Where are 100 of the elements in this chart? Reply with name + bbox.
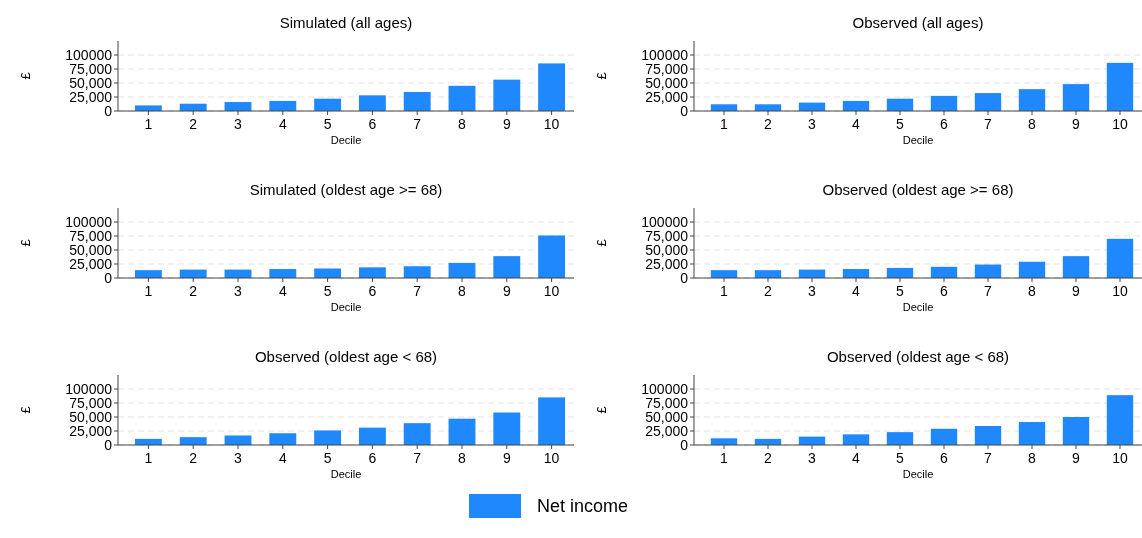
bar bbox=[493, 412, 521, 445]
chart-title: Observed (all ages) bbox=[852, 14, 984, 31]
bar bbox=[493, 79, 521, 111]
x-tick-label: 9 bbox=[502, 116, 511, 132]
x-axis-title: Decile bbox=[902, 134, 934, 146]
bar bbox=[314, 268, 342, 278]
x-axis-title: Decile bbox=[330, 301, 362, 313]
bar bbox=[358, 95, 386, 111]
x-tick-label: 3 bbox=[234, 116, 243, 132]
bar bbox=[886, 432, 914, 445]
bar bbox=[1062, 84, 1090, 111]
y-tick-label: 0 bbox=[680, 269, 689, 286]
y-tick-label: 100000 bbox=[641, 46, 689, 63]
x-tick-label: 1 bbox=[144, 283, 153, 299]
x-tick-label: 8 bbox=[458, 283, 467, 299]
x-tick-label: 6 bbox=[940, 116, 949, 132]
chart-title: Simulated (oldest age >= 68) bbox=[249, 181, 443, 198]
bar bbox=[314, 98, 342, 111]
x-tick-label: 10 bbox=[543, 116, 560, 132]
y-tick-label: 75,000 bbox=[69, 60, 113, 77]
y-tick-label: 100000 bbox=[641, 213, 689, 230]
x-tick-label: 5 bbox=[896, 450, 905, 466]
chart-title: Observed (oldest age >= 68) bbox=[822, 181, 1014, 198]
bar bbox=[538, 235, 566, 278]
bar bbox=[1106, 238, 1134, 278]
y-axis-title: £ bbox=[18, 405, 33, 414]
bar bbox=[1018, 261, 1046, 278]
y-tick-label: 75,000 bbox=[69, 394, 113, 411]
y-tick-label: 75,000 bbox=[645, 60, 689, 77]
bar bbox=[448, 85, 476, 111]
y-axis-title: £ bbox=[594, 405, 609, 414]
x-axis-title: Decile bbox=[330, 134, 362, 146]
x-tick-label: 8 bbox=[458, 450, 467, 466]
legend-label: Net income bbox=[537, 496, 629, 517]
bar bbox=[1018, 422, 1046, 445]
bar bbox=[1018, 89, 1046, 111]
chart-title: Observed (oldest age < 68) bbox=[826, 348, 1010, 365]
x-tick-label: 1 bbox=[720, 283, 729, 299]
bar bbox=[1106, 62, 1134, 111]
chart-title: Observed (oldest age < 68) bbox=[254, 348, 438, 365]
bar bbox=[930, 428, 958, 445]
y-tick-label: 0 bbox=[680, 436, 689, 453]
x-tick-label: 7 bbox=[413, 450, 422, 466]
x-tick-label: 5 bbox=[323, 450, 332, 466]
x-tick-label: 7 bbox=[984, 450, 993, 466]
x-tick-label: 3 bbox=[234, 283, 243, 299]
x-tick-label: 6 bbox=[368, 116, 377, 132]
x-tick-label: 3 bbox=[808, 450, 817, 466]
x-tick-label: 9 bbox=[502, 283, 511, 299]
bar bbox=[358, 427, 386, 445]
bar bbox=[538, 63, 566, 111]
x-tick-label: 6 bbox=[940, 283, 949, 299]
x-tick-label: 5 bbox=[323, 116, 332, 132]
x-tick-label: 3 bbox=[234, 450, 243, 466]
bar bbox=[403, 423, 431, 445]
x-tick-label: 4 bbox=[852, 116, 861, 132]
y-axis-title: £ bbox=[594, 71, 609, 80]
bar bbox=[538, 397, 566, 445]
x-tick-label: 10 bbox=[1112, 283, 1128, 299]
y-tick-label: 100000 bbox=[65, 213, 113, 230]
x-tick-label: 2 bbox=[764, 283, 773, 299]
bar bbox=[974, 93, 1002, 111]
bar bbox=[448, 262, 476, 278]
y-tick-label: 75,000 bbox=[645, 227, 689, 244]
bar bbox=[269, 433, 297, 445]
x-tick-label: 4 bbox=[278, 283, 287, 299]
x-tick-label: 1 bbox=[720, 450, 729, 466]
y-tick-label: 75,000 bbox=[645, 394, 689, 411]
x-tick-label: 9 bbox=[1072, 116, 1081, 132]
x-tick-label: 7 bbox=[413, 283, 422, 299]
bar bbox=[1106, 395, 1134, 445]
bar bbox=[1062, 256, 1090, 278]
y-tick-label: 100000 bbox=[65, 46, 113, 63]
bar bbox=[974, 425, 1002, 445]
chart-title: Simulated (all ages) bbox=[279, 14, 413, 31]
x-tick-label: 6 bbox=[940, 450, 949, 466]
x-tick-label: 10 bbox=[543, 283, 560, 299]
bar bbox=[403, 266, 431, 278]
x-tick-label: 1 bbox=[720, 116, 729, 132]
bar bbox=[134, 270, 162, 278]
bar bbox=[842, 434, 870, 445]
x-tick-label: 5 bbox=[896, 283, 905, 299]
x-tick-label: 1 bbox=[144, 450, 153, 466]
x-tick-label: 2 bbox=[764, 450, 773, 466]
x-axis-title: Decile bbox=[330, 468, 362, 480]
bar bbox=[358, 267, 386, 278]
bar bbox=[448, 418, 476, 445]
bar bbox=[314, 430, 342, 445]
bar bbox=[403, 91, 431, 111]
x-axis-title: Decile bbox=[902, 468, 934, 480]
x-tick-label: 4 bbox=[852, 283, 861, 299]
bar bbox=[930, 95, 958, 111]
x-tick-label: 9 bbox=[1072, 283, 1081, 299]
y-tick-label: 0 bbox=[680, 102, 689, 119]
x-axis-title: Decile bbox=[902, 301, 934, 313]
x-tick-label: 9 bbox=[502, 450, 511, 466]
bar bbox=[269, 269, 297, 278]
y-tick-label: 0 bbox=[104, 269, 113, 286]
y-tick-label: 100000 bbox=[641, 380, 689, 397]
x-tick-label: 3 bbox=[808, 116, 817, 132]
